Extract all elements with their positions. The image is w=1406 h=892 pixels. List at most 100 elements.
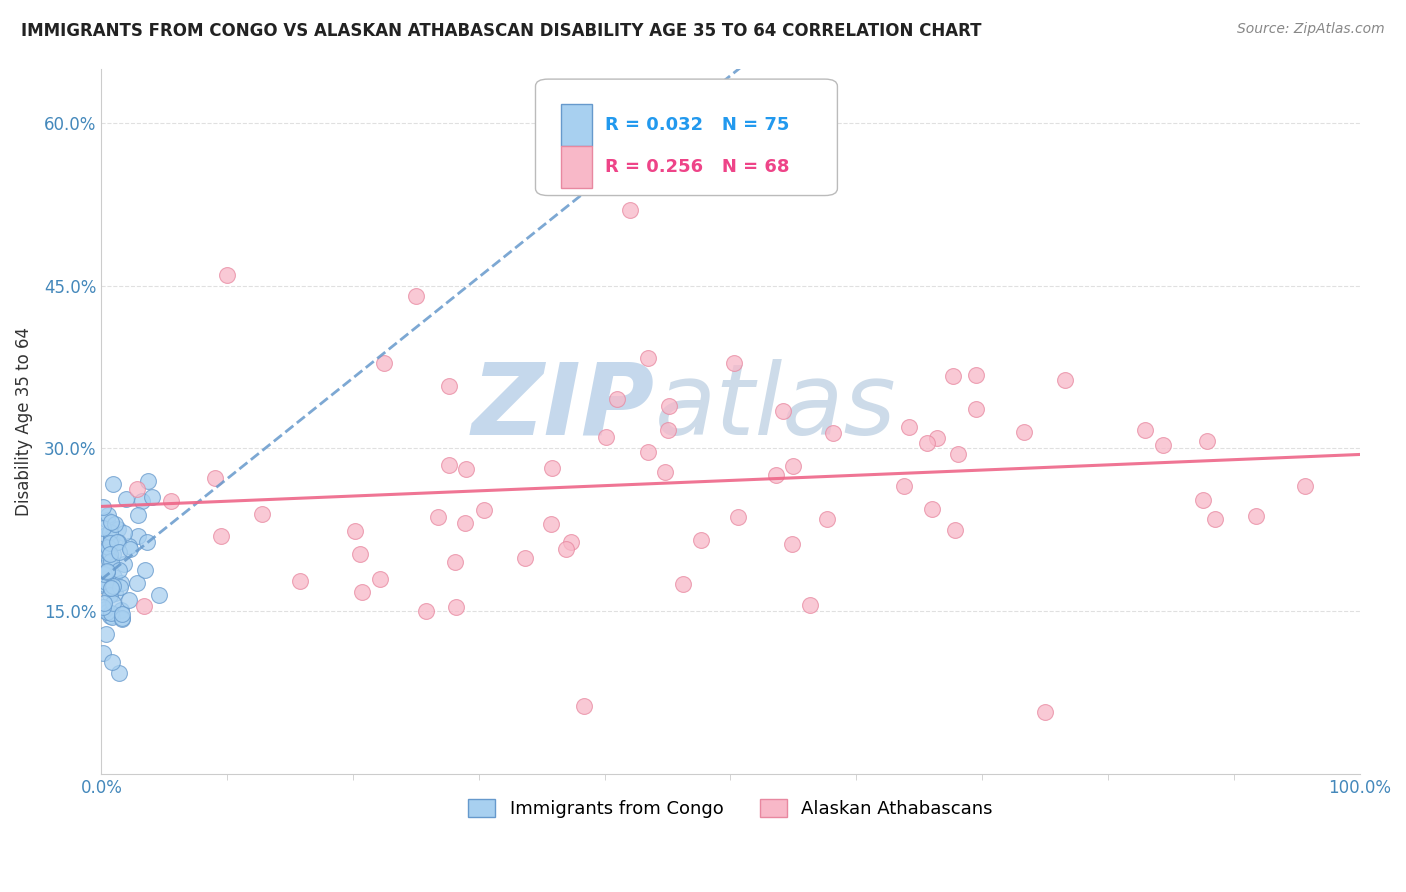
Point	[107, 535, 129, 549]
Point	[96, 565, 118, 579]
Point	[112, 557, 135, 571]
Point	[560, 534, 582, 549]
Point	[110, 603, 132, 617]
Point	[96, 513, 118, 527]
Point	[94, 579, 117, 593]
Point	[141, 490, 163, 504]
Point	[148, 588, 170, 602]
Point	[96, 575, 118, 590]
Point	[595, 429, 617, 443]
Point	[209, 529, 232, 543]
Point	[134, 599, 156, 614]
Point	[91, 546, 114, 560]
Point	[1294, 479, 1316, 493]
Point	[572, 698, 595, 713]
Point	[349, 547, 371, 561]
Point	[654, 465, 676, 479]
Point	[93, 567, 115, 582]
Point	[108, 581, 131, 595]
Point	[541, 461, 564, 475]
Point	[97, 553, 120, 567]
Point	[96, 528, 118, 542]
Point	[672, 576, 695, 591]
Point	[96, 605, 118, 619]
Point	[1246, 509, 1268, 524]
Point	[945, 523, 967, 537]
Text: R = 0.256   N = 68: R = 0.256 N = 68	[605, 158, 789, 177]
Point	[97, 541, 120, 556]
Point	[93, 596, 115, 610]
Point	[96, 564, 118, 578]
Point	[134, 563, 156, 577]
Point	[101, 576, 124, 591]
Point	[94, 572, 117, 586]
Point	[138, 475, 160, 489]
Point	[115, 491, 138, 506]
Point	[108, 545, 131, 559]
Point	[893, 479, 915, 493]
Point	[540, 516, 562, 531]
Point	[437, 458, 460, 472]
Point	[97, 508, 120, 523]
Point	[101, 476, 124, 491]
Point	[135, 534, 157, 549]
Point	[1152, 437, 1174, 451]
Point	[472, 502, 495, 516]
Point	[204, 470, 226, 484]
Point	[288, 574, 311, 589]
FancyBboxPatch shape	[561, 146, 592, 188]
Point	[100, 554, 122, 568]
Point	[100, 515, 122, 529]
Point	[799, 599, 821, 613]
Point	[93, 577, 115, 591]
Point	[94, 627, 117, 641]
Point	[97, 544, 120, 558]
Point	[1033, 705, 1056, 719]
Point	[118, 542, 141, 557]
Point	[927, 432, 949, 446]
Point	[98, 547, 121, 561]
Point	[444, 599, 467, 614]
FancyBboxPatch shape	[561, 103, 592, 146]
Y-axis label: Disability Age 35 to 64: Disability Age 35 to 64	[15, 326, 32, 516]
Point	[965, 368, 987, 383]
Point	[453, 516, 475, 531]
Point	[427, 510, 450, 524]
Text: Source: ZipAtlas.com: Source: ZipAtlas.com	[1237, 22, 1385, 37]
Point	[107, 523, 129, 537]
Point	[1204, 512, 1226, 526]
Point	[98, 609, 121, 624]
Point	[91, 500, 114, 515]
Point	[727, 510, 749, 524]
Point	[111, 611, 134, 625]
Point	[765, 467, 787, 482]
Point	[97, 541, 120, 555]
Point	[917, 436, 939, 450]
Point	[105, 535, 128, 549]
Point	[100, 606, 122, 620]
Point	[1053, 373, 1076, 387]
Point	[821, 425, 844, 440]
Point	[118, 539, 141, 553]
Point	[555, 542, 578, 557]
Point	[250, 507, 273, 521]
Point	[780, 537, 803, 551]
Point	[921, 502, 943, 516]
Point	[1197, 434, 1219, 448]
Point	[723, 356, 745, 370]
Point	[127, 483, 149, 497]
Point	[942, 369, 965, 384]
Point	[415, 604, 437, 618]
Point	[658, 400, 681, 414]
Point	[637, 351, 659, 366]
Point	[637, 444, 659, 458]
Point	[111, 607, 134, 621]
Point	[898, 420, 921, 434]
Point	[439, 378, 461, 392]
Point	[100, 530, 122, 544]
Point	[782, 459, 804, 474]
Point	[690, 533, 713, 547]
Legend: Immigrants from Congo, Alaskan Athabascans: Immigrants from Congo, Alaskan Athabasca…	[461, 791, 1000, 825]
Point	[1133, 423, 1156, 437]
Point	[343, 524, 366, 538]
